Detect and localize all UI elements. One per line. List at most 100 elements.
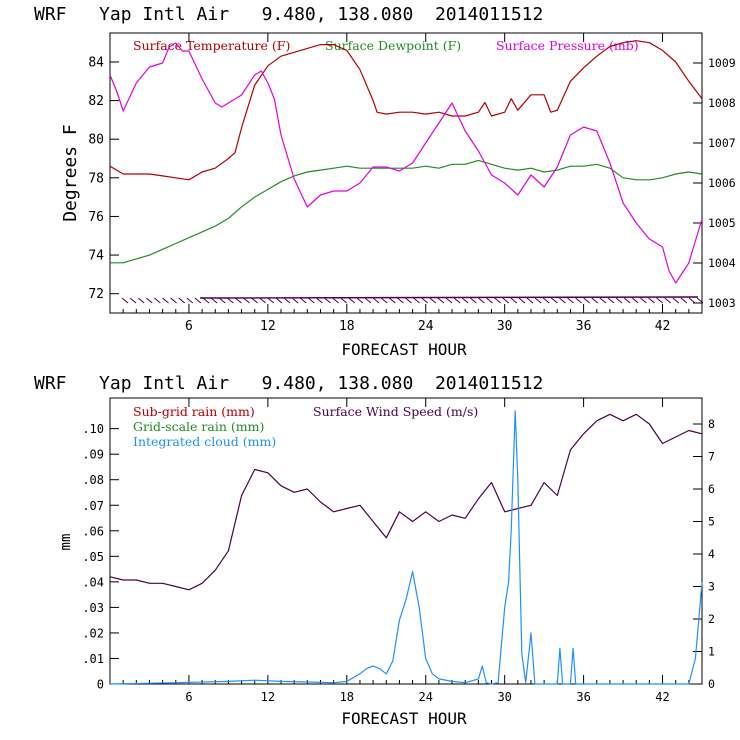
legend-surface-temperature: Surface Temperature (F) xyxy=(133,38,290,53)
y2-tick-label: 1007 xyxy=(708,136,736,150)
wind-barb xyxy=(218,297,226,304)
y-tick-label: .07 xyxy=(82,499,104,513)
wind-barb xyxy=(259,297,267,304)
panel2-x-axis-label: FORECAST HOUR xyxy=(341,709,467,728)
legend-surface-pressure: Surface Pressure (mb) xyxy=(496,38,639,53)
x-tick-label: 6 xyxy=(185,319,193,334)
wind-barb xyxy=(696,297,704,304)
wind-barb xyxy=(445,297,453,304)
wind-barb-baseline xyxy=(199,296,699,299)
wind-barb xyxy=(226,297,234,304)
wind-barb xyxy=(623,297,631,304)
wind-barb xyxy=(137,297,145,304)
wind-barb xyxy=(502,297,510,304)
y2-tick-label: 6 xyxy=(708,482,715,496)
wind-barb xyxy=(615,297,623,304)
temperature-panel: WRF Yap Intl Air 9.480, 138.080 20140115… xyxy=(34,4,736,359)
precipitation-panel: WRF Yap Intl Air 9.480, 138.080 20140115… xyxy=(34,373,715,728)
wind-barb xyxy=(275,297,283,304)
wind-barb xyxy=(388,297,396,304)
wind-barb xyxy=(186,297,194,304)
y-tick-label: 0 xyxy=(97,678,104,692)
wind-barb xyxy=(550,297,558,304)
x-tick-label: 30 xyxy=(497,319,513,334)
y2-tick-label: 0 xyxy=(708,677,715,691)
wind-barb xyxy=(429,297,437,304)
y-tick-label: 72 xyxy=(88,287,104,302)
wind-barb xyxy=(202,297,210,304)
panel1-plot-frame xyxy=(109,32,703,314)
legend-surface-dewpoint: Surface Dewpoint (F) xyxy=(325,38,461,53)
wind-barb xyxy=(542,297,550,304)
wind-barb xyxy=(413,297,420,304)
wind-barb xyxy=(567,297,574,304)
wind-barb xyxy=(534,297,542,304)
wind-barb xyxy=(129,297,137,304)
wind-barb xyxy=(307,297,315,304)
x-tick-label: 6 xyxy=(185,690,192,704)
y-tick-label: 84 xyxy=(88,55,104,70)
y2-tick-label: 1008 xyxy=(708,96,736,110)
wind-barb xyxy=(356,297,364,304)
wind-barb xyxy=(494,297,501,304)
x-tick-label: 36 xyxy=(576,690,590,704)
panel1-title: WRF Yap Intl Air 9.480, 138.080 20140115… xyxy=(34,4,543,25)
wind-barb xyxy=(210,297,218,304)
wind-barb xyxy=(461,297,469,304)
y-tick-label: .10 xyxy=(82,422,104,436)
series-line-surface-dewpoint-f xyxy=(110,159,703,264)
y2-tick-label: 8 xyxy=(708,417,715,431)
wind-barb xyxy=(648,297,655,304)
wind-barb xyxy=(656,297,663,304)
y-tick-label: .01 xyxy=(82,652,104,666)
wind-barb xyxy=(510,297,518,304)
wind-barb xyxy=(672,297,680,304)
legend-integrated-cloud: Integrated cloud (mm) xyxy=(133,434,276,449)
panel2-plot-frame xyxy=(109,397,703,685)
wind-barb xyxy=(453,297,461,304)
wind-barb xyxy=(291,297,299,304)
legend-grid-scale-rain: Grid-scale rain (mm) xyxy=(133,419,264,434)
wind-barb xyxy=(583,297,591,304)
x-tick-label: 18 xyxy=(340,690,354,704)
wind-barb xyxy=(607,297,615,304)
y-tick-label: .03 xyxy=(82,601,104,615)
wind-barb xyxy=(664,297,672,304)
series-line-surface-temperature-f xyxy=(109,40,703,181)
series-line-integrated-cloud-mm xyxy=(109,410,703,685)
y-tick-label: .09 xyxy=(82,448,104,462)
x-tick-label: 36 xyxy=(576,319,592,334)
y-tick-label: 74 xyxy=(88,249,104,264)
series-line-surface-wind-speed-m-s xyxy=(109,413,703,591)
wind-barb xyxy=(316,297,323,304)
y2-tick-label: 1005 xyxy=(708,216,736,230)
x-tick-label: 24 xyxy=(418,319,434,334)
y-tick-label: .02 xyxy=(82,626,104,640)
y-tick-label: 78 xyxy=(88,171,104,186)
wind-barb xyxy=(469,297,477,304)
y2-tick-label: 3 xyxy=(708,580,715,594)
wind-barb xyxy=(121,297,129,304)
wind-barb xyxy=(324,297,331,304)
x-tick-label: 42 xyxy=(655,319,671,334)
wind-barb xyxy=(283,297,291,304)
wind-barb xyxy=(299,297,307,304)
wind-barb xyxy=(170,297,177,304)
wind-barb xyxy=(340,297,348,304)
wind-barb xyxy=(421,297,429,304)
wind-barb xyxy=(348,297,356,304)
y2-tick-label: 1006 xyxy=(708,176,736,190)
series-line-surface-pressure-mb xyxy=(109,42,703,284)
wind-barb xyxy=(194,297,202,304)
wind-barb xyxy=(486,297,493,304)
wind-barb xyxy=(397,297,404,304)
wind-barb xyxy=(591,297,599,304)
y-tick-label: .04 xyxy=(82,575,104,589)
y-tick-label: .08 xyxy=(82,473,104,487)
wind-barb xyxy=(688,297,696,304)
y2-tick-label: 7 xyxy=(708,450,715,464)
wind-barb xyxy=(631,297,639,304)
wind-barb xyxy=(437,297,445,304)
panel2-title: WRF Yap Intl Air 9.480, 138.080 20140115… xyxy=(34,373,543,394)
